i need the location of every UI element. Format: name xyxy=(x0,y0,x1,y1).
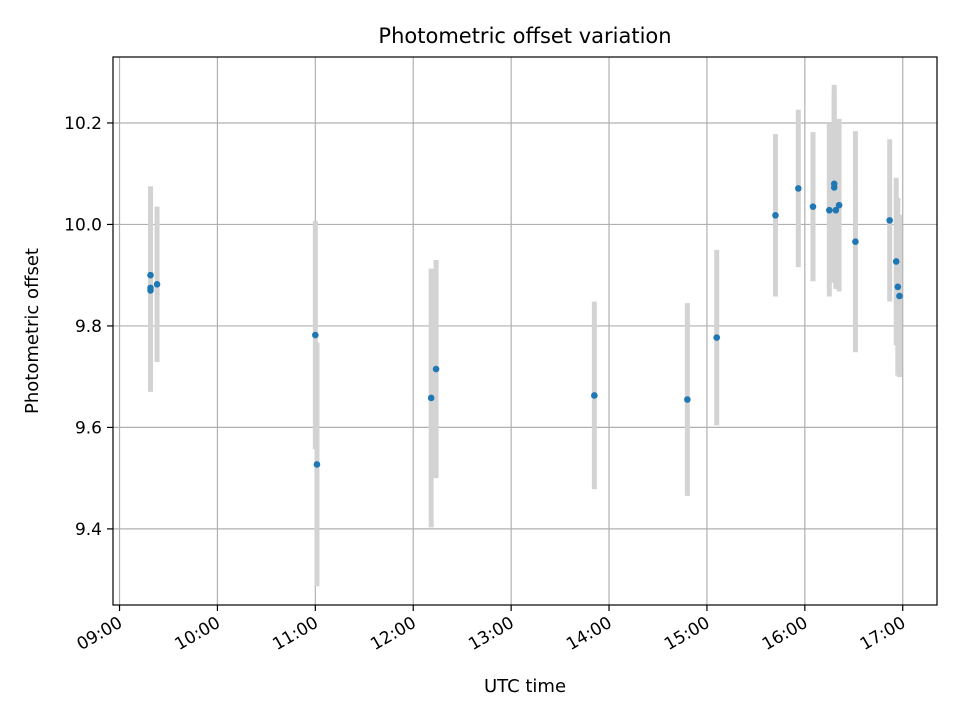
y-tick-label: 10.0 xyxy=(64,215,102,235)
data-point xyxy=(591,392,598,399)
data-point xyxy=(147,271,154,279)
data-point xyxy=(427,394,435,402)
data-point xyxy=(835,201,843,209)
data-point xyxy=(713,334,721,341)
data-point xyxy=(830,184,838,191)
data-point xyxy=(896,292,903,300)
data-point xyxy=(852,238,859,245)
y-tick-label: 9.8 xyxy=(75,317,102,337)
data-point xyxy=(772,212,779,219)
point-layer xyxy=(147,180,903,468)
data-point xyxy=(894,283,902,291)
data-point xyxy=(826,206,833,214)
data-point xyxy=(684,396,691,403)
y-axis-label: Photometric offset xyxy=(22,248,43,414)
data-point xyxy=(809,203,817,210)
data-point xyxy=(886,217,893,224)
x-axis-label: UTC time xyxy=(484,676,566,697)
data-point xyxy=(147,284,154,292)
chart-title: Photometric offset variation xyxy=(378,24,671,48)
data-point xyxy=(312,331,319,339)
data-point xyxy=(832,206,840,214)
data-point xyxy=(795,185,802,192)
data-point xyxy=(432,365,440,373)
data-point xyxy=(313,461,321,468)
plot-frame xyxy=(112,56,938,606)
y-tick-label: 9.4 xyxy=(75,520,102,540)
y-tick-label: 9.6 xyxy=(75,418,102,438)
data-point xyxy=(153,281,161,288)
data-point xyxy=(892,258,900,265)
y-tick-label: 10.2 xyxy=(64,114,102,134)
